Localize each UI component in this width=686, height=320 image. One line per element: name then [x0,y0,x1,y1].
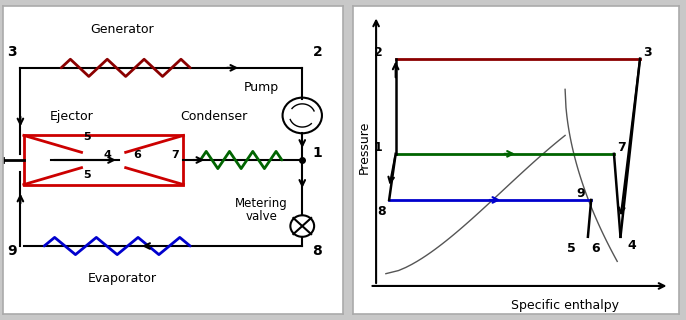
Text: 9: 9 [576,187,584,200]
Text: Evaporator: Evaporator [88,272,157,285]
Text: 5: 5 [83,132,91,142]
Text: 1: 1 [374,141,383,154]
Text: 7: 7 [171,150,179,160]
Text: 6: 6 [134,150,141,160]
Text: Condenser: Condenser [180,110,248,124]
Text: 4: 4 [103,150,111,160]
Text: Pump: Pump [244,81,279,94]
Text: Specific enthalpy: Specific enthalpy [511,300,619,312]
Text: valve: valve [246,210,277,223]
Text: 2: 2 [312,44,322,59]
Text: 6: 6 [591,242,600,255]
Text: 8: 8 [312,244,322,258]
Text: Generator: Generator [91,23,154,36]
Text: 5: 5 [83,171,91,180]
Text: 5: 5 [567,242,576,255]
Text: 9: 9 [7,244,16,258]
Text: Pressure: Pressure [358,121,371,174]
Text: 4: 4 [627,239,636,252]
Text: 8: 8 [377,205,386,218]
Text: 7: 7 [617,141,626,154]
Text: 2: 2 [374,45,383,59]
Text: 1: 1 [312,146,322,160]
Text: Ejector: Ejector [49,110,93,124]
Text: 3: 3 [643,45,652,59]
Text: 3: 3 [7,44,16,59]
Text: Metering: Metering [235,196,288,210]
